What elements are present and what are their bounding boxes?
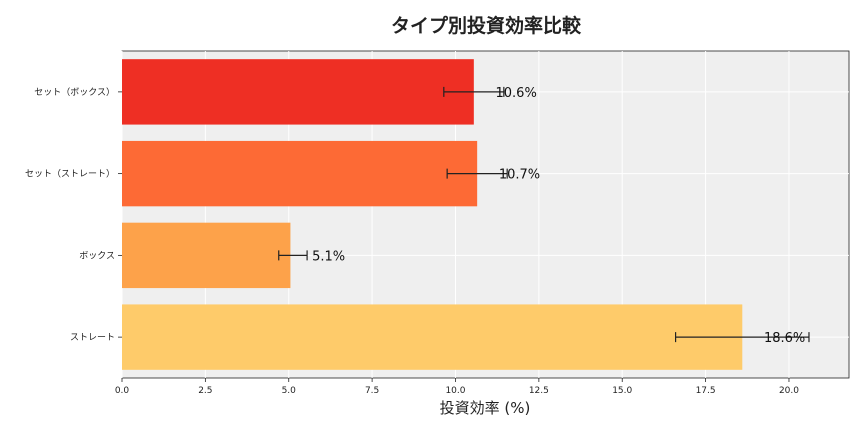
x-tick-label: 15.0	[612, 386, 632, 396]
x-axis-label: 投資効率 (%)	[440, 399, 531, 417]
chart-title: タイプ別投資効率比較	[391, 14, 582, 37]
x-ticks: 0.0 2.5 5.0 7.5 10.0 12.5 15.0 17.5 20.0	[115, 378, 799, 396]
category-label: セット（ストレート）	[25, 169, 115, 180]
x-tick-label: 7.5	[365, 386, 379, 396]
bar	[122, 304, 743, 370]
data-label: 10.6%	[496, 86, 537, 101]
data-label: 18.6%	[764, 331, 805, 346]
x-tick-label: 10.0	[445, 386, 465, 396]
data-label: 10.7%	[499, 168, 540, 183]
data-label: 5.1%	[312, 249, 345, 264]
x-tick-label: 17.5	[696, 386, 716, 396]
x-tick-label: 2.5	[198, 386, 212, 396]
category-label: ストレート	[70, 333, 115, 343]
data-labels: 10.6% 10.7% 5.1% 18.6%	[312, 86, 805, 346]
x-tick-label: 12.5	[529, 386, 549, 396]
x-tick-label: 20.0	[779, 386, 799, 396]
category-label: ボックス	[79, 250, 115, 261]
error-bars	[278, 86, 810, 343]
x-tick-label: 5.0	[282, 386, 297, 396]
x-tick-label: 0.0	[115, 386, 130, 396]
bar	[122, 222, 291, 289]
category-label: セット（ボックス）	[34, 87, 115, 98]
bar	[122, 140, 478, 207]
bars	[122, 59, 743, 370]
bar	[122, 59, 474, 125]
